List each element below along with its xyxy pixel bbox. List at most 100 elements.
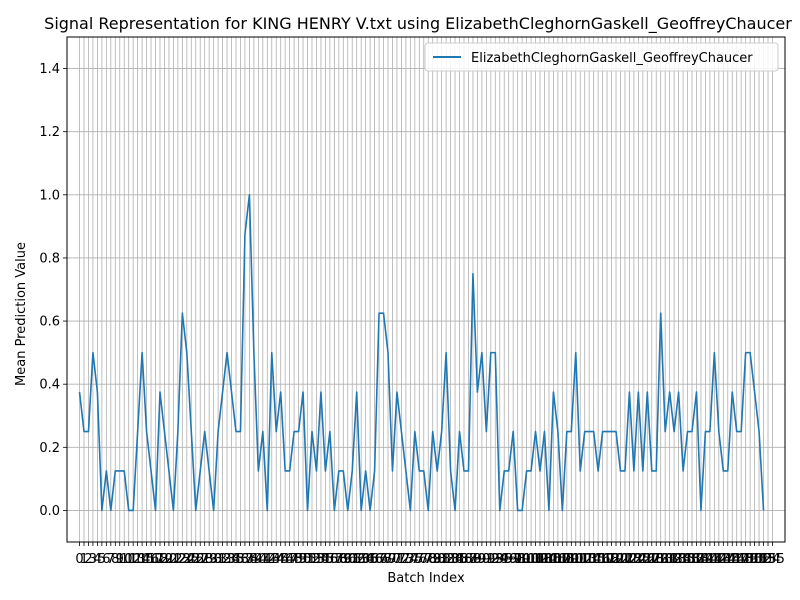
x-tick-label: 119 [599, 552, 624, 567]
x-tick-label: 90 [474, 552, 491, 567]
x-tick-label: 0 [75, 552, 83, 567]
x-tick-label: 138 [684, 552, 709, 567]
x-tick-label: 70 [384, 552, 401, 567]
x-tick-label: 113 [572, 552, 597, 567]
x-tick-label: 59 [335, 552, 352, 567]
x-tick-label: 124 [621, 552, 646, 567]
x-tick-label: 20 [161, 552, 178, 567]
x-tick-label: 144 [711, 552, 736, 567]
x-tick-label: 120 [604, 552, 629, 567]
x-tick-label: 69 [380, 552, 397, 567]
x-tick-label: 135 [671, 552, 696, 567]
x-axis-ticks: 0123456789101112131415161718192021222324… [75, 542, 785, 567]
y-tick-label: 0.0 [39, 504, 60, 519]
x-tick-label: 50 [295, 552, 312, 567]
x-tick-label: 91 [478, 552, 495, 567]
x-tick-label: 140 [693, 552, 718, 567]
x-grid [79, 37, 773, 542]
y-tick-label: 1.2 [39, 125, 60, 140]
x-tick-label: 104 [532, 552, 557, 567]
x-tick-label: 137 [680, 552, 705, 567]
x-tick-label: 98 [509, 552, 526, 567]
x-tick-label: 142 [702, 552, 727, 567]
x-tick-label: 36 [232, 552, 249, 567]
x-tick-label: 21 [165, 552, 182, 567]
x-tick-label: 42 [259, 552, 276, 567]
x-tick-label: 99 [514, 552, 531, 567]
series-line [78, 194, 765, 512]
x-tick-label: 16 [143, 552, 160, 567]
x-tick-label: 28 [196, 552, 213, 567]
y-tick-label: 0.8 [39, 251, 60, 266]
x-tick-label: 86 [456, 552, 473, 567]
x-tick-label: 97 [505, 552, 522, 567]
y-tick-label: 0.2 [39, 441, 60, 456]
y-grid [67, 68, 785, 511]
x-tick-label: 32 [214, 552, 231, 567]
x-tick-label: 95 [496, 552, 513, 567]
x-tick-label: 15 [138, 552, 155, 567]
series-layer [78, 194, 765, 512]
x-tick-label: 110 [559, 552, 584, 567]
x-tick-label: 132 [657, 552, 682, 567]
x-tick-label: 152 [747, 552, 772, 567]
x-tick-label: 63 [353, 552, 370, 567]
x-tick-label: 141 [697, 552, 722, 567]
x-tick-label: 54 [313, 552, 330, 567]
x-tick-label: 112 [568, 552, 593, 567]
x-tick-label: 80 [429, 552, 446, 567]
x-tick-label: 89 [469, 552, 486, 567]
x-tick-label: 8 [111, 552, 119, 567]
x-tick-label: 74 [402, 552, 419, 567]
x-tick-label: 102 [523, 552, 548, 567]
x-tick-label: 61 [344, 552, 361, 567]
x-tick-label: 149 [733, 552, 758, 567]
x-tick-label: 60 [339, 552, 356, 567]
y-tick-label: 0.6 [39, 315, 60, 330]
x-tick-label: 145 [715, 552, 740, 567]
x-tick-label: 71 [389, 552, 406, 567]
x-tick-label: 12 [125, 552, 142, 567]
x-tick-label: 22 [170, 552, 187, 567]
x-tick-label: 87 [460, 552, 477, 567]
x-tick-label: 41 [255, 552, 272, 567]
x-tick-label: 43 [263, 552, 280, 567]
x-tick-label: 30 [205, 552, 222, 567]
x-tick-label: 19 [156, 552, 173, 567]
x-tick-label: 88 [465, 552, 482, 567]
x-tick-label: 133 [662, 552, 687, 567]
x-tick-label: 127 [635, 552, 660, 567]
y-tick-label: 1.4 [39, 62, 60, 77]
x-tick-label: 4 [93, 552, 101, 567]
x-tick-label: 47 [281, 552, 298, 567]
x-tick-label: 24 [179, 552, 196, 567]
x-tick-label: 129 [644, 552, 669, 567]
x-tick-label: 115 [581, 552, 606, 567]
x-tick-label: 53 [308, 552, 325, 567]
legend-label: ElizabethCleghornGaskell_GeoffreyChaucer [471, 51, 753, 66]
x-tick-label: 23 [174, 552, 191, 567]
x-tick-label: 143 [706, 552, 731, 567]
x-tick-label: 150 [738, 552, 763, 567]
x-tick-label: 122 [613, 552, 638, 567]
x-tick-label: 94 [491, 552, 508, 567]
x-tick-label: 134 [666, 552, 691, 567]
x-tick-label: 17 [147, 552, 164, 567]
x-tick-label: 44 [268, 552, 285, 567]
x-tick-label: 79 [424, 552, 441, 567]
x-tick-label: 67 [371, 552, 388, 567]
x-tick-label: 52 [304, 552, 321, 567]
x-tick-label: 106 [541, 552, 566, 567]
x-tick-label: 136 [675, 552, 700, 567]
x-tick-label: 40 [250, 552, 267, 567]
x-tick-label: 13 [129, 552, 146, 567]
x-tick-label: 82 [438, 552, 455, 567]
x-tick-label: 125 [626, 552, 651, 567]
x-tick-label: 73 [398, 552, 415, 567]
x-tick-label: 117 [590, 552, 615, 567]
x-tick-label: 56 [322, 552, 339, 567]
x-tick-label: 78 [420, 552, 437, 567]
x-tick-label: 9 [116, 552, 124, 567]
x-tick-label: 81 [433, 552, 450, 567]
